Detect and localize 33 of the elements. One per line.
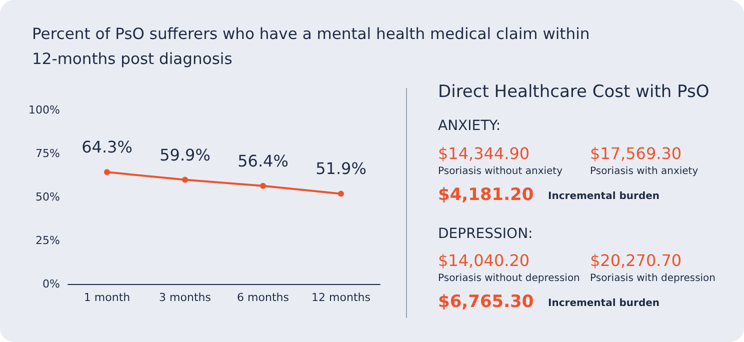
y-tick-label: 25% bbox=[36, 234, 60, 247]
x-tick-label: 1 month bbox=[84, 291, 130, 304]
point bbox=[104, 169, 110, 176]
text: $6,765.30 bbox=[438, 292, 534, 312]
data-label: 59.9% bbox=[160, 145, 210, 164]
y-tick-label: 50% bbox=[36, 190, 60, 204]
text: $17,569.30 bbox=[590, 144, 682, 163]
text: Incremental burden bbox=[548, 191, 660, 202]
text: Incremental burden bbox=[548, 298, 660, 309]
y-tick-label: 100% bbox=[28, 104, 60, 116]
text: DEPRESSION: bbox=[438, 226, 533, 242]
text: Direct Healthcare Cost with PsO bbox=[438, 82, 710, 102]
data-label: 64.3% bbox=[82, 138, 132, 157]
data-label: 56.4% bbox=[238, 151, 288, 170]
data-label: 51.9% bbox=[316, 159, 366, 178]
text: ANXIETY: bbox=[438, 118, 501, 134]
text: $14,344.90 bbox=[438, 144, 530, 163]
text: $20,270.70 bbox=[590, 251, 682, 270]
y-tick-label: 75% bbox=[36, 147, 60, 160]
text: Psoriasis with anxiety bbox=[590, 166, 698, 177]
text: Psoriasis with depression bbox=[590, 273, 716, 284]
y-tick-label: 0% bbox=[42, 278, 60, 290]
point bbox=[260, 182, 266, 189]
text: Psoriasis without depression bbox=[438, 273, 580, 284]
point bbox=[338, 190, 344, 197]
x-tick-label: 6 months bbox=[237, 291, 290, 304]
text: $4,181.20 bbox=[438, 185, 534, 205]
chart-title: Percent of PsO sufferers who have a mental health medical claim within 12-months post diagnosis bbox=[32, 24, 591, 70]
text: $14,040.20 bbox=[438, 251, 530, 270]
x-tick-label: 3 months bbox=[159, 291, 212, 304]
point bbox=[182, 176, 188, 183]
x-tick-label: 12 months bbox=[312, 291, 371, 304]
text: Psoriasis without anxiety bbox=[438, 166, 563, 177]
